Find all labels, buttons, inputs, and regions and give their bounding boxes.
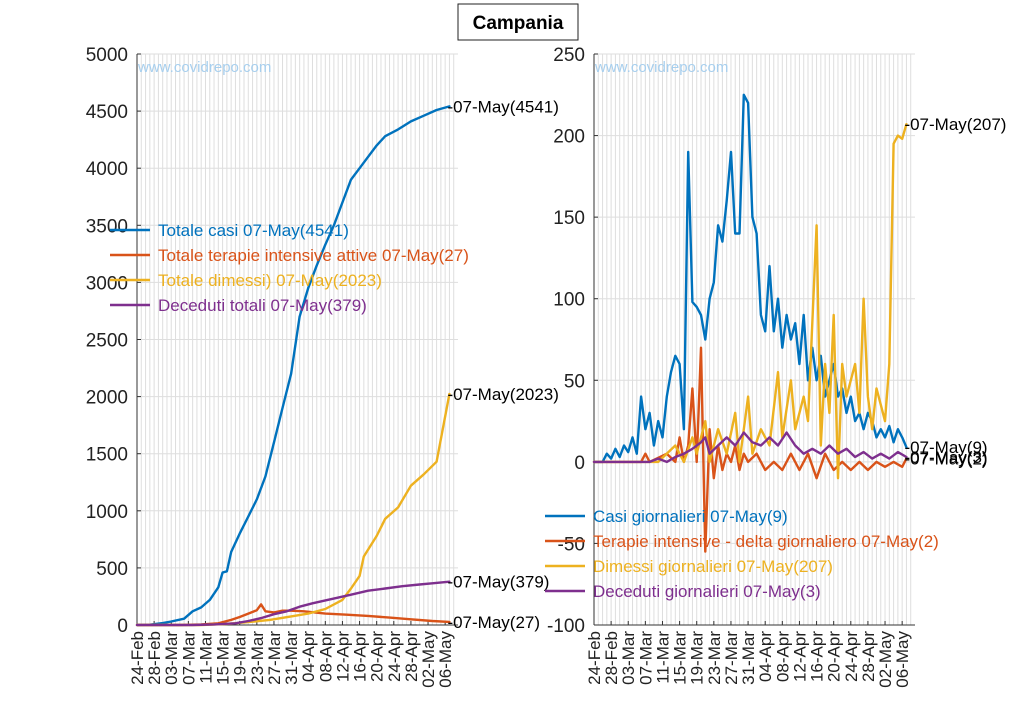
x-tick-label: 28-Apr [859,631,878,682]
x-tick-label: 08-Apr [316,631,335,682]
x-tick-label: 15-Mar [671,631,690,685]
watermark-text: www.covidrepo.com [594,59,728,76]
y-tick-label: 1000 [86,502,128,523]
end-label-dimessi: -07-May(2023) [447,385,559,404]
x-tick-label: 12-Apr [790,631,809,682]
end-label-deceduti: -07-May(379) [447,573,549,592]
y-tick-label: 3500 [86,216,128,237]
x-tick-label: 16-Apr [351,631,370,682]
y-tick-label: 500 [96,559,128,580]
x-tick-label: 24-Feb [128,631,147,685]
series-line-terapie [135,603,451,627]
series-line-dimessi [592,122,908,480]
x-tick-label: 12-Apr [333,631,352,682]
x-tick-label: 20-Apr [825,631,844,682]
y-tick-label: 1500 [86,445,128,466]
series-line-casi [592,93,908,464]
x-tick-label: 31-Mar [739,631,758,685]
x-tick-label: 24-Apr [842,631,861,682]
x-tick-label: 28-Feb [145,631,164,685]
x-tick-label: 08-Apr [773,631,792,682]
figure-title-box [457,3,579,41]
legend-label-dimessi: Dimessi giornalieri 07-May(207) [593,557,833,576]
y-tick-label: 0 [117,616,128,637]
legend-label-casi: Totale casi 07-May(4541) [158,221,349,240]
y-tick-label: 5000 [86,45,128,66]
x-tick-label: 28-Feb [602,631,621,685]
y-tick-label: 2000 [86,388,128,409]
x-tick-label: 23-Mar [248,631,267,685]
series-line-deceduti [592,431,908,464]
legend-label-terapie: Terapie intensive - delta giornaliero 07… [593,532,939,551]
figure-title-text: Campania [473,13,564,34]
end-label-terapie: -07-May(2) [904,450,987,469]
x-tick-label: 07-Mar [636,631,655,685]
x-tick-label: 23-Mar [705,631,724,685]
series-line-casi [135,105,451,627]
x-tick-label: 24-Feb [585,631,604,685]
y-tick-label: 0 [574,453,585,474]
x-tick-label: 24-Apr [385,631,404,682]
x-tick-label: 03-Mar [162,631,181,685]
end-label-dimessi: -07-May(207) [904,115,1006,134]
legend-label-deceduti: Deceduti giornalieri 07-May(3) [593,582,821,601]
x-tick-label: 02-May [876,631,895,688]
legend-label-deceduti: Deceduti totali 07-May(379) [158,296,367,315]
y-tick-label: 3000 [86,273,128,294]
end-label-deceduti: -07-May(3) [904,448,987,467]
x-tick-label: 11-Mar [653,631,672,684]
legend-label-terapie: Totale terapie intensive attive 07-May(2… [158,246,469,265]
daily-panel: -100 -50 0 50 100 150 200 250 24-Feb28-Feb03-Mar… [545,45,1006,688]
x-tick-label: 19-Mar [231,631,250,685]
y-tick-label: 4500 [86,102,128,123]
y-tick-label: 2500 [86,331,128,352]
x-tick-label: 11-Mar [196,631,215,684]
y-tick-label: -50 [558,534,585,555]
legend-label-dimessi: Totale dimessi) 07-May(2023) [158,271,382,290]
y-tick-label: 4000 [86,159,128,180]
x-tick-label: 27-Mar [265,631,284,685]
x-tick-label: 19-Mar [688,631,707,685]
x-tick-label: 31-Mar [282,631,301,685]
cumulative-panel: 0 500 1000 1500 2000 2500 3000 3500 4000 4500 5000… [86,45,559,688]
y-tick-label: 150 [553,208,585,229]
legend-label-casi: Casi giornalieri 07-May(9) [593,507,788,526]
series-line-deceduti [135,580,451,627]
x-tick-label: 15-Mar [214,631,233,685]
y-tick-label: 250 [553,45,585,66]
end-label-casi: -07-May(4541) [447,97,559,116]
x-tick-label: 07-Mar [179,631,198,685]
x-tick-label: 27-Mar [722,631,741,685]
y-tick-label: -100 [547,616,585,637]
x-tick-label: 04-Apr [756,631,775,682]
x-tick-label: 06-May [436,631,455,688]
x-tick-label: 04-Apr [299,631,318,682]
y-tick-label: 200 [553,127,585,148]
watermark-text: www.covidrepo.com [137,59,271,76]
x-tick-label: 28-Apr [402,631,421,682]
y-tick-label: 50 [564,371,585,392]
series-line-terapie [592,346,908,553]
end-label-casi: -07-May(9) [904,438,987,457]
x-tick-label: 03-Mar [619,631,638,685]
end-label-terapie: -07-May(27) [447,613,540,632]
y-tick-label: 100 [553,290,585,311]
x-tick-label: 16-Apr [808,631,827,682]
x-tick-label: 20-Apr [368,631,387,682]
x-tick-label: 06-May [893,631,912,688]
x-tick-label: 02-May [419,631,438,688]
figure-title: Campania [457,3,579,41]
